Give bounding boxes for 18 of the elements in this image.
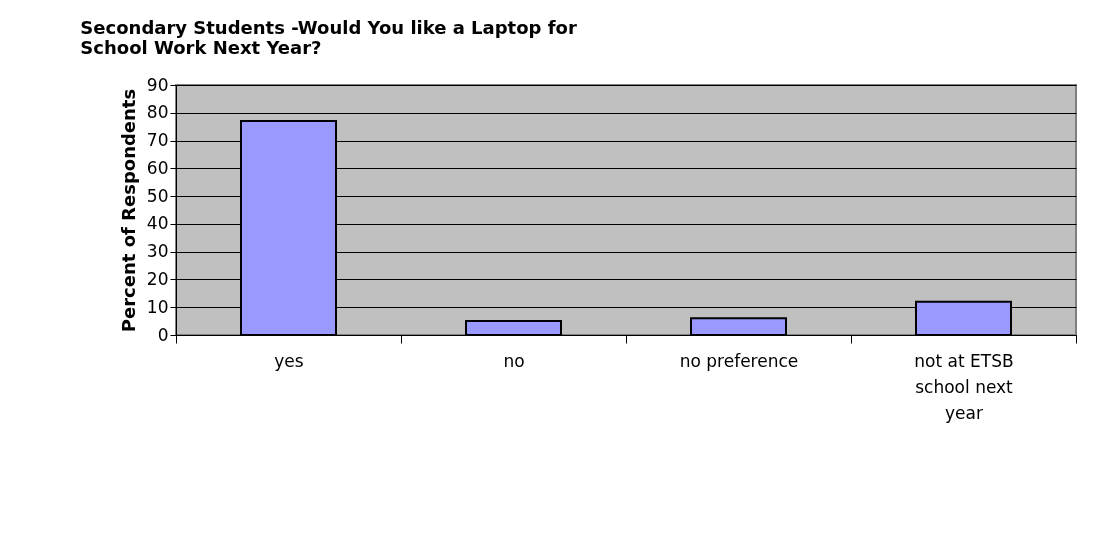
y-tick-label: 40	[146, 213, 169, 234]
y-tick-label: 90	[146, 74, 169, 95]
y-tick-label: 50	[146, 185, 169, 206]
y-tick-label: 0	[157, 324, 169, 345]
y-tick-label: 60	[146, 157, 169, 178]
x-tick-label: not at ETSB school next year	[914, 350, 1014, 423]
y-tick-label: 70	[146, 130, 169, 151]
y-tick-label: 20	[146, 268, 169, 289]
x-tick-label: no	[503, 350, 525, 371]
y-tick-label: 30	[146, 241, 169, 262]
x-tick-label: yes	[274, 350, 304, 371]
x-tick-label: no preference	[679, 350, 799, 371]
bar	[465, 320, 562, 336]
bar	[690, 317, 787, 336]
chart-title: Secondary Students -Would You like a Laptop for School Work Next Year?	[80, 17, 577, 58]
y-axis-title: Percent of Respondents	[117, 88, 139, 333]
y-tick-label: 10	[146, 296, 169, 317]
y-tick-label: 80	[146, 102, 169, 123]
